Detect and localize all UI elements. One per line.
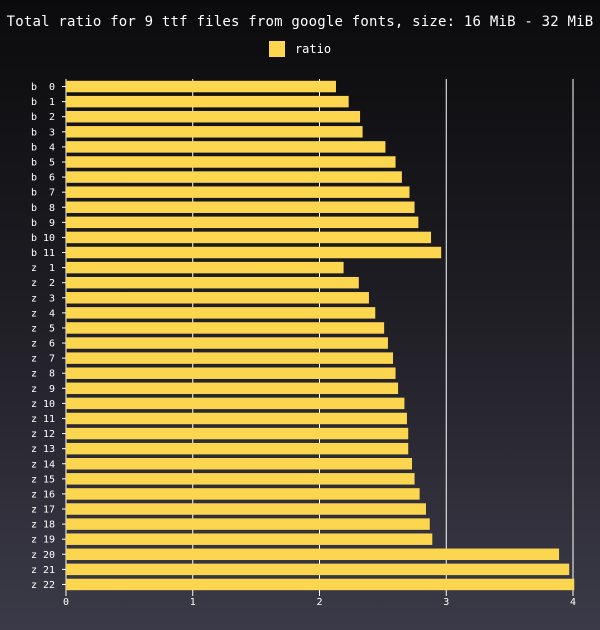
bar — [66, 201, 415, 213]
y-tick-label: b 8 — [31, 203, 55, 214]
bar — [66, 442, 409, 455]
y-tick-label: b 6 — [31, 173, 55, 184]
bar — [66, 473, 415, 485]
bar — [66, 80, 336, 93]
y-tick-label: z 5 — [31, 323, 55, 334]
bar — [66, 382, 399, 395]
y-tick-label: z 8 — [31, 369, 55, 380]
bar — [66, 518, 430, 530]
y-tick-label: z 18 — [31, 520, 55, 531]
y-tick-label: z 19 — [31, 535, 55, 546]
y-tick-label: z 17 — [31, 505, 55, 516]
y-tick-label: b 10 — [31, 233, 55, 244]
bar — [66, 276, 359, 289]
bar — [66, 171, 402, 183]
y-tick-label: z 15 — [31, 474, 55, 485]
y-tick-label: b 9 — [31, 218, 55, 229]
y-tick-label: z 4 — [31, 308, 55, 319]
bar — [66, 110, 361, 123]
y-tick-label: z 2 — [31, 278, 55, 289]
bar — [66, 548, 560, 561]
bar — [66, 367, 396, 379]
y-tick-label: b 3 — [31, 127, 55, 138]
bar — [66, 126, 363, 138]
x-tick-label: 2 — [316, 597, 322, 608]
y-tick-label: b 4 — [31, 142, 55, 153]
y-tick-label: b 2 — [31, 112, 55, 123]
x-tick-label: 1 — [190, 597, 196, 608]
bar — [66, 427, 409, 440]
chart-title: Total ratio for 9 ttf files from google … — [6, 14, 594, 30]
x-tick-label: 0 — [63, 597, 69, 608]
y-tick-label: z 14 — [31, 459, 55, 470]
y-tick-label: z 11 — [31, 414, 55, 425]
y-tick-label: z 7 — [31, 354, 55, 365]
bar — [66, 246, 442, 259]
y-tick-label: z 6 — [31, 339, 55, 350]
bar — [66, 458, 413, 470]
y-tick-label: b 11 — [31, 248, 55, 259]
bar — [66, 216, 419, 229]
bar — [66, 352, 394, 364]
bar — [66, 141, 386, 153]
bar — [66, 261, 344, 274]
bar — [66, 488, 420, 500]
bar — [66, 397, 405, 410]
bar — [66, 412, 407, 425]
y-tick-label: z 20 — [31, 550, 55, 561]
bar — [66, 307, 376, 319]
y-tick-label: z 13 — [31, 444, 55, 455]
y-tick-label: z 16 — [31, 489, 55, 500]
legend-swatch — [268, 41, 285, 57]
y-tick-label: z 22 — [31, 580, 55, 591]
bar — [66, 533, 433, 545]
y-tick-label: b 1 — [31, 97, 55, 108]
bar — [66, 563, 570, 576]
bar — [66, 322, 385, 334]
bar — [66, 231, 432, 244]
bar — [66, 156, 396, 168]
y-tick-label: z 21 — [31, 565, 55, 576]
legend[interactable]: ratio — [0, 41, 600, 57]
y-tick-label: b 5 — [31, 157, 55, 168]
bar — [66, 186, 410, 198]
y-tick-label: z 12 — [31, 429, 55, 440]
y-tick-label: z 3 — [31, 293, 55, 304]
bar — [66, 503, 426, 515]
legend-label: ratio — [294, 42, 332, 56]
bar — [66, 337, 388, 349]
y-tick-label: z 9 — [31, 384, 55, 395]
x-tick-label: 4 — [570, 597, 576, 608]
x-tick-label: 3 — [443, 597, 449, 608]
y-tick-label: z 1 — [31, 263, 55, 274]
y-tick-label: z 10 — [31, 399, 55, 410]
bar — [66, 292, 369, 304]
bar — [66, 578, 575, 591]
bar — [66, 95, 349, 108]
y-tick-label: b 7 — [31, 188, 55, 199]
y-tick-label: b 0 — [31, 82, 55, 93]
